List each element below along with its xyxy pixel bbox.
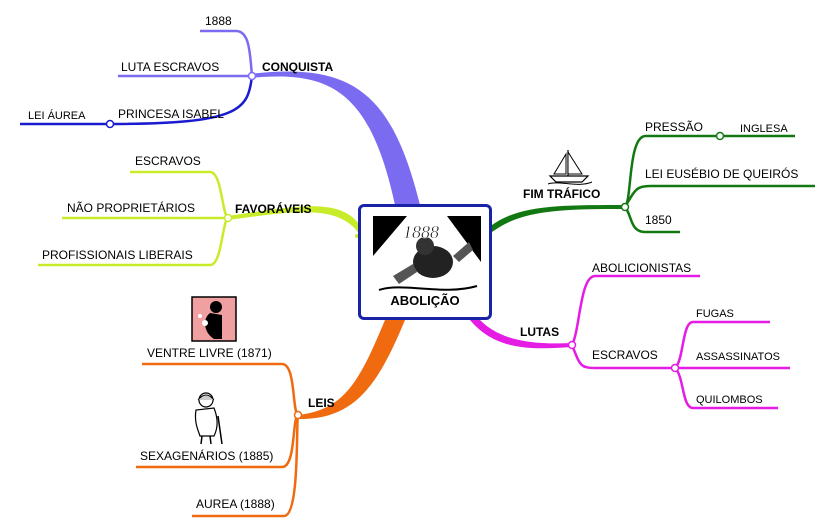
elderly-person-icon bbox=[194, 392, 223, 445]
topic-fugas[interactable]: FUGAS bbox=[696, 308, 734, 320]
topic-abolicionistas[interactable]: ABOLICIONISTAS bbox=[592, 261, 692, 275]
topic-assassinatos[interactable]: ASSASSINATOS bbox=[696, 351, 780, 363]
topic-pressao[interactable]: PRESSÃO bbox=[645, 120, 704, 134]
conquista-links bbox=[118, 29, 254, 78]
topic-sexagenarios[interactable]: SEXAGENÁRIOS (1885) bbox=[140, 449, 274, 463]
branch-favoraveis-trunk bbox=[228, 206, 360, 235]
node-princesa[interactable] bbox=[105, 119, 115, 129]
topic-luta-escravos[interactable]: LUTA ESCRAVOS bbox=[121, 60, 220, 74]
branch-label-lutas[interactable]: LUTAS bbox=[520, 325, 560, 339]
topic-ventre-livre[interactable]: VENTRE LIVRE (1871) bbox=[147, 346, 272, 360]
branch-label-conquista[interactable]: CONQUISTA bbox=[262, 60, 334, 74]
node-favoraveis[interactable] bbox=[223, 213, 233, 223]
branch-label-leis[interactable]: LEIS bbox=[308, 396, 335, 410]
topic-1888[interactable]: 1888 bbox=[205, 14, 232, 28]
topic-princesa-isabel[interactable]: PRINCESA ISABEL bbox=[118, 107, 225, 121]
pregnant-woman-icon bbox=[191, 296, 237, 342]
branch-conquista-trunk bbox=[250, 71, 420, 205]
node-leis[interactable] bbox=[293, 410, 303, 420]
branch-lutas-trunk bbox=[470, 320, 572, 349]
central-topic-title: ABOLIÇÃO bbox=[390, 293, 460, 308]
abolition-illustration: 1888 bbox=[373, 216, 481, 294]
topic-aurea-1888[interactable]: AUREA (1888) bbox=[196, 497, 275, 511]
topic-profissionais-liberais[interactable]: PROFISSIONAIS LIBERAIS bbox=[42, 248, 193, 262]
ship-icon bbox=[547, 150, 593, 185]
lutas-links bbox=[570, 274, 790, 410]
branch-label-fim-trafico[interactable]: FIM TRÁFICO bbox=[523, 187, 601, 201]
node-lutas[interactable] bbox=[567, 340, 577, 350]
svg-text:1888: 1888 bbox=[403, 222, 439, 242]
topic-lei-aurea[interactable]: LEI ÁUREA bbox=[28, 110, 86, 122]
node-escravos-lutas[interactable] bbox=[670, 363, 680, 373]
topic-inglesa[interactable]: INGLESA bbox=[740, 123, 788, 135]
topic-quilombos[interactable]: QUILOMBOS bbox=[696, 394, 763, 406]
branch-fim-trafico-trunk bbox=[492, 205, 625, 232]
leis-links bbox=[136, 362, 300, 518]
central-topic[interactable]: 1888 ABOLIÇÃO bbox=[358, 204, 492, 320]
branch-leis-trunk bbox=[298, 320, 405, 420]
topic-1850[interactable]: 1850 bbox=[645, 213, 672, 227]
topic-escravos-favoraveis[interactable]: ESCRAVOS bbox=[135, 154, 201, 168]
node-conquista[interactable] bbox=[247, 71, 257, 81]
node-fim-trafico[interactable] bbox=[620, 202, 630, 212]
branch-label-favoraveis[interactable]: FAVORÁVEIS bbox=[235, 202, 312, 216]
node-pressao[interactable] bbox=[715, 131, 725, 141]
topic-nao-proprietarios[interactable]: NÃO PROPRIETÁRIOS bbox=[67, 201, 196, 215]
topic-escravos-lutas[interactable]: ESCRAVOS bbox=[592, 348, 658, 362]
princesa-links bbox=[20, 75, 254, 126]
topic-lei-eusebio[interactable]: LEI EUSÉBIO DE QUEIRÓS bbox=[645, 167, 799, 181]
